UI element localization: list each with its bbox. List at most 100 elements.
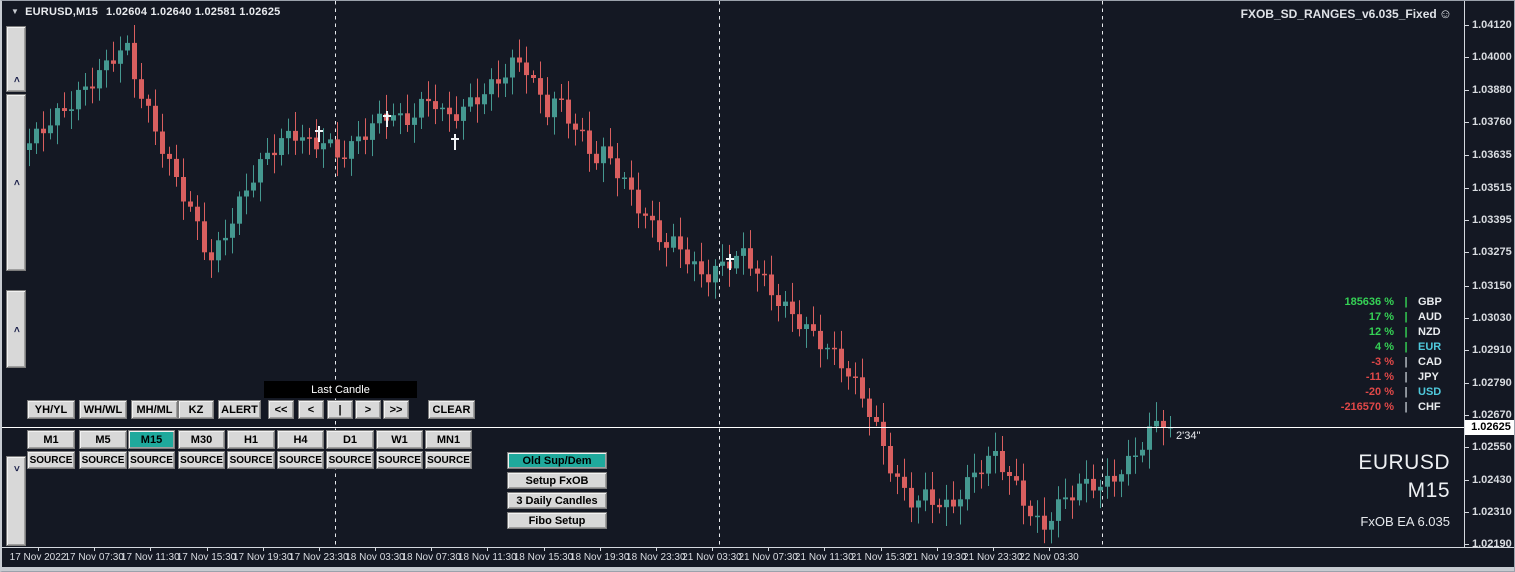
action-button-setup-fxob[interactable]: Setup FxOB [507,472,607,489]
candle-body [559,98,564,100]
timeframe-button-d1[interactable]: D1 [326,430,374,449]
candle-body [881,421,886,446]
price-axis-label: 1.02670 [1472,408,1512,421]
candle-body [510,57,515,78]
time-axis-tick [543,548,545,551]
candle-wick [428,81,429,117]
strength-percent: 12 % [1368,326,1394,338]
candle-body [524,62,529,76]
timeframe-button-h1[interactable]: H1 [227,430,275,449]
toolbar-button-kz[interactable]: KZ [178,400,214,419]
currency-strength-row-cad: -3 % | CAD [1341,355,1450,370]
timeframe-button-m1[interactable]: M1 [27,430,75,449]
timeframe-button-mn1[interactable]: MN1 [425,430,472,449]
cross-marker-icon [726,258,734,260]
chevron-icon: < [10,179,22,186]
toolbar-button--[interactable]: | [327,400,353,419]
action-button-old-sup-dem[interactable]: Old Sup/Dem [507,452,607,469]
candle-body [258,159,263,183]
candle-wick [309,127,310,155]
candle-body [293,130,298,141]
candle-body [860,377,865,399]
candle-body [916,500,921,508]
candle-body [503,77,508,84]
action-button-fibo-setup[interactable]: Fibo Setup [507,512,607,529]
timeframe-button-m5[interactable]: M5 [79,430,127,449]
source-button-m5[interactable]: SOURCE [79,451,127,469]
candle-body [167,153,172,159]
candle-wick [1065,478,1066,509]
candle-wick [50,108,51,140]
candle-wick [400,103,401,135]
candle-body [776,295,781,306]
candle-body [1133,455,1138,457]
source-button-h1[interactable]: SOURCE [227,451,275,469]
toolbar-button-yh-yl[interactable]: YH/YL [27,400,75,419]
currency-strength-row-chf: -216570 % | CHF [1341,400,1450,415]
candle-body [447,107,452,115]
source-button-m15[interactable]: SOURCE [128,451,175,469]
candle-body [678,236,683,250]
candle-body [328,139,333,144]
price-axis[interactable]: 1.02625 1.04120 1.04000 1.03880 1.03760 1.03… [1464,1,1514,550]
candle-body [300,137,305,141]
source-button-h4[interactable]: SOURCE [277,451,324,469]
timeframe-button-h4[interactable]: H4 [277,430,324,449]
candle-body [1119,474,1124,482]
candle-countdown-timer: 2'34" [1176,430,1201,443]
source-button-d1[interactable]: SOURCE [326,451,374,469]
toolbar-button--[interactable]: < [298,400,324,419]
panel-collapse-button-3[interactable]: < [6,290,26,368]
candle-wick [169,146,170,176]
panel-collapse-button-4[interactable]: > [6,456,26,546]
candle-wick [456,96,457,129]
currency-code: EUR [1418,341,1442,353]
price-axis-label: 1.04000 [1472,51,1512,64]
candlestick-chart[interactable] [2,1,1464,547]
candle-body [489,79,494,95]
candle-body [608,146,613,159]
price-axis-tick [1465,220,1469,221]
candle-wick [253,165,254,198]
source-button-m30[interactable]: SOURCE [178,451,225,469]
toolbar-button--[interactable]: > [355,400,381,419]
candle-body [1084,478,1089,484]
timeframe-button-w1[interactable]: W1 [376,430,423,449]
ohlc-values: 1.02604 1.02640 1.02581 1.02625 [106,6,281,18]
candle-body [804,324,809,329]
time-axis-label: 17 Nov 15:30 [176,552,237,563]
source-button-mn1[interactable]: SOURCE [425,451,472,469]
toolbar-button-mh-ml[interactable]: MH/ML [131,400,178,419]
panel-collapse-button-1[interactable]: < [6,26,26,92]
toolbar-button--[interactable]: >> [383,400,409,419]
timeframe-button-m30[interactable]: M30 [178,430,225,449]
price-axis-tick [1465,285,1469,287]
candle-body [755,268,760,274]
toolbar-button--[interactable]: << [268,400,294,419]
candle-wick [722,244,723,276]
time-axis[interactable]: 17 Nov 2022 17 Nov 07:30 17 Nov 11:30 17 No… [2,547,1514,569]
candle-body [692,261,697,265]
action-button-3-daily-candles[interactable]: 3 Daily Candles [507,492,607,509]
currency-code: NZD [1418,326,1441,338]
candle-body [272,152,277,156]
timeframe-button-m15[interactable]: M15 [128,430,175,449]
candle-wick [981,460,982,489]
source-button-m1[interactable]: SOURCE [27,451,75,469]
price-axis-tick [1465,350,1469,352]
price-axis-separator [1464,1,1465,547]
candle-wick [897,465,898,495]
time-axis-tick [262,548,264,551]
toolbar-button-alert[interactable]: ALERT [218,400,261,419]
toolbar-button-wh-wl[interactable]: WH/WL [79,400,127,419]
candle-body [132,42,137,80]
price-axis-label: 1.03030 [1472,312,1512,325]
candle-body [1147,426,1152,450]
time-axis-label: 18 Nov 15:30 [513,552,574,563]
candle-body [419,98,424,118]
panel-collapse-button-2[interactable]: < [6,94,26,271]
candle-wick [764,260,765,287]
toolbar-button-clear[interactable]: CLEAR [428,400,475,419]
strength-divider: | [1404,401,1408,413]
source-button-w1[interactable]: SOURCE [376,451,423,469]
